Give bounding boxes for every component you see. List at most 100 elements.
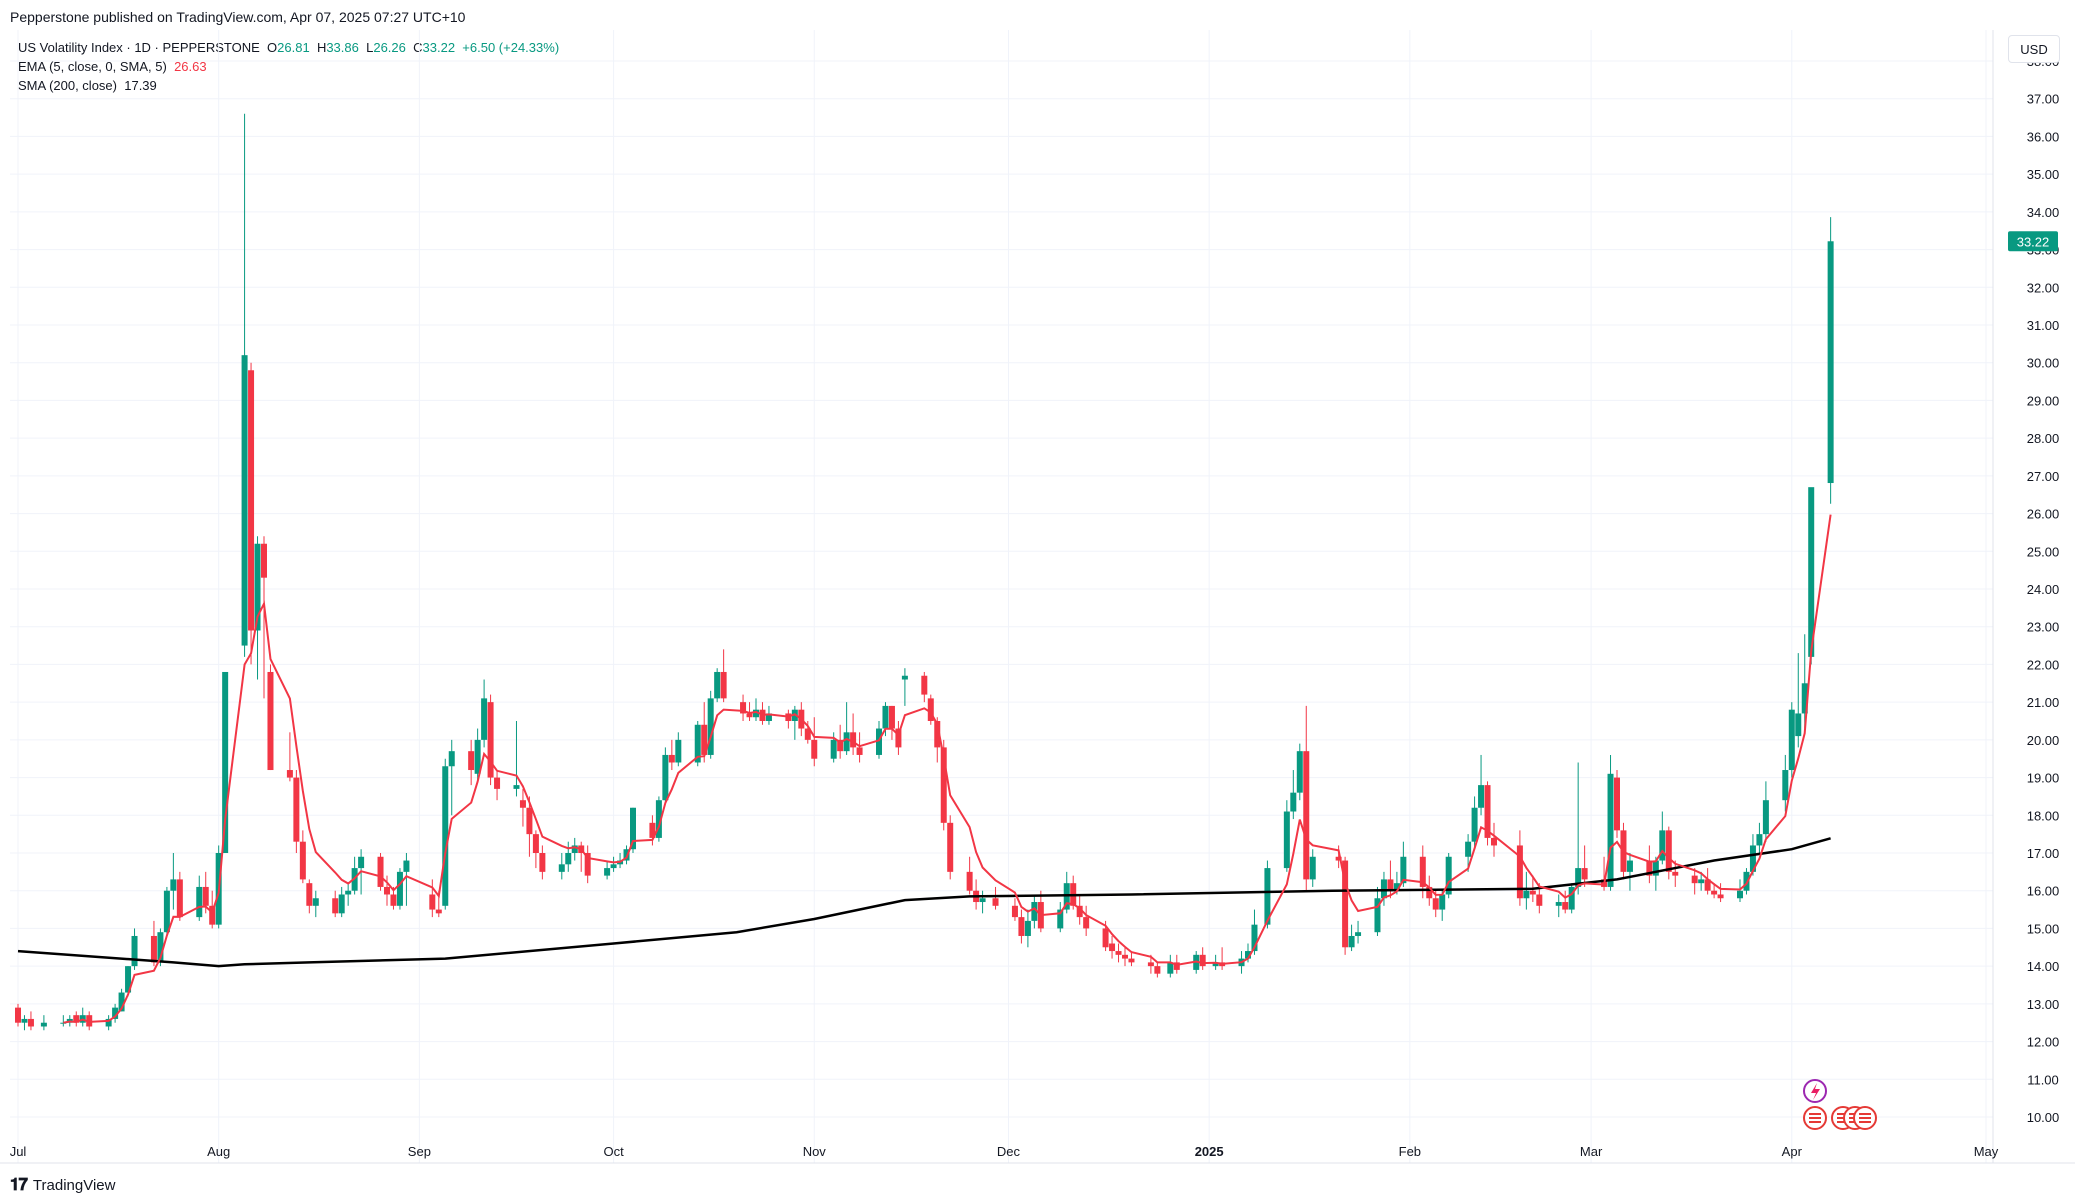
candle-body — [584, 853, 591, 876]
candle-body — [1018, 917, 1025, 936]
candle-body — [1562, 902, 1569, 910]
price-tick-label: 25.00 — [2027, 544, 2060, 559]
candle-body — [604, 868, 611, 876]
price-tick-label: 34.00 — [2027, 205, 2060, 220]
candle-body — [804, 728, 811, 740]
candle — [429, 879, 436, 918]
candle-body — [1011, 905, 1018, 918]
candle-body — [966, 871, 973, 891]
price-tick-label: 23.00 — [2027, 620, 2060, 635]
candle — [578, 841, 585, 872]
price-tick-label: 36.00 — [2027, 129, 2060, 144]
candle-body — [40, 1022, 47, 1027]
candle-body — [630, 807, 636, 850]
price-tick-label: 10.00 — [2027, 1110, 2060, 1125]
candle-body — [714, 671, 721, 699]
price-tick-label: 14.00 — [2027, 959, 2060, 974]
candle — [1387, 860, 1394, 899]
price-tick-label: 12.00 — [2027, 1035, 2060, 1050]
lightning-icon — [1811, 1083, 1820, 1100]
candle — [1374, 886, 1381, 936]
candle — [1115, 943, 1122, 963]
candle-body — [1245, 951, 1251, 959]
us-flag-event-icon[interactable] — [1803, 1106, 1827, 1130]
candle — [753, 698, 759, 721]
candle-body — [176, 879, 183, 918]
candle-body — [1614, 777, 1620, 831]
ema-row[interactable]: EMA (5, close, 0, SMA, 5) 26.63 — [18, 57, 559, 76]
candle-body — [1555, 902, 1562, 906]
candle-body — [1782, 770, 1789, 801]
publisher-line: Pepperstone published on TradingView.com… — [10, 9, 466, 25]
candle-body — [1290, 792, 1297, 812]
candle-body — [131, 935, 138, 967]
candle — [338, 886, 345, 918]
candle-body — [934, 721, 941, 748]
candle — [1717, 883, 1724, 903]
candle-body — [1762, 800, 1769, 835]
candle-body — [1426, 886, 1433, 899]
price-axis: 10.00 11.00 12.00 13.00 14.00 15.00 16.00 17.00… — [2027, 54, 2060, 1125]
last-price-box — [2008, 231, 2058, 252]
candle — [1478, 754, 1485, 816]
candle-body — [1801, 683, 1808, 714]
time-tick-label: Feb — [1399, 1144, 1421, 1159]
candle — [701, 702, 708, 763]
candle-body — [1529, 890, 1536, 895]
candle-body — [927, 698, 934, 721]
candle — [1296, 743, 1303, 801]
us-flag-event-icon[interactable] — [1853, 1106, 1877, 1130]
candle-body — [1646, 860, 1653, 876]
candle — [487, 694, 494, 786]
candle — [1154, 962, 1161, 978]
candle — [1827, 217, 1834, 504]
candle — [1355, 920, 1362, 944]
candle-body — [267, 671, 274, 771]
candle — [293, 770, 300, 853]
currency-button[interactable]: USD — [2008, 35, 2060, 63]
candle — [668, 739, 675, 771]
candle — [1704, 868, 1711, 895]
candle-body — [1743, 871, 1750, 891]
candle-body — [1374, 898, 1381, 933]
candle-body — [888, 705, 895, 729]
candle-body — [474, 739, 481, 774]
candle — [125, 966, 132, 997]
price-tick-label: 20.00 — [2027, 733, 2060, 748]
candle — [1665, 826, 1672, 880]
candle-body — [73, 1015, 80, 1023]
candle-body — [209, 905, 216, 925]
candle-body — [1199, 954, 1206, 967]
candle-body — [27, 1018, 34, 1027]
sma-row[interactable]: SMA (200, close) 17.39 — [18, 76, 559, 95]
price-tick-label: 37.00 — [2027, 92, 2060, 107]
candle-body — [299, 841, 306, 880]
candle-body — [1575, 868, 1582, 887]
candle-body — [105, 1018, 112, 1027]
candle-body — [358, 856, 365, 869]
candle — [947, 815, 954, 880]
candle-body — [21, 1018, 28, 1023]
candle — [1659, 811, 1666, 865]
candle-body — [1749, 845, 1756, 872]
symbol-label[interactable]: US Volatility Index · 1D · PEPPERSTONE — [18, 40, 260, 55]
candle-body — [396, 871, 403, 906]
candle-body — [1355, 932, 1362, 936]
candle — [312, 890, 319, 918]
tradingview-brand[interactable]: 𝟏𝟕 TradingView — [10, 1175, 115, 1195]
candle — [1342, 856, 1349, 955]
candle-body — [15, 1007, 21, 1023]
candle — [345, 883, 352, 906]
candle — [1128, 951, 1135, 967]
candle-body — [526, 807, 533, 835]
candle-body — [720, 671, 727, 699]
sma-value: 17.39 — [124, 78, 157, 93]
candle — [1167, 954, 1174, 978]
candle-body — [1756, 834, 1763, 846]
low-label: L — [366, 40, 374, 55]
candle-body — [1536, 894, 1543, 906]
candle — [86, 1011, 93, 1031]
candle-body — [901, 675, 908, 680]
high-value: 33.86 — [326, 40, 359, 55]
